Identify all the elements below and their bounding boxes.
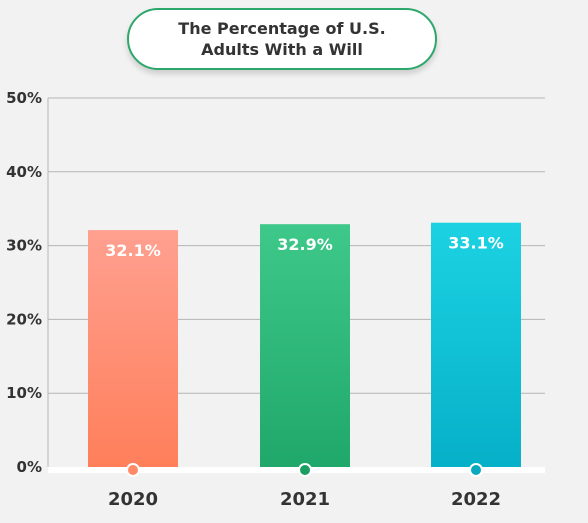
chart-title-line-1: The Percentage of U.S. — [178, 19, 386, 38]
bar-2020[interactable] — [88, 230, 178, 467]
y-tick-label: 30% — [6, 237, 42, 255]
bar-2022[interactable] — [431, 222, 521, 467]
x-tick-label: 2022 — [451, 489, 501, 510]
x-tick-label: 2021 — [280, 489, 330, 510]
data-label: 32.9% — [277, 235, 333, 254]
y-tick-label: 40% — [6, 163, 42, 181]
y-tick-label: 10% — [6, 384, 42, 402]
chart-title: The Percentage of U.S. Adults With a Wil… — [127, 8, 437, 70]
x-axis-line — [48, 467, 545, 473]
y-tick-label: 50% — [6, 89, 42, 107]
axis-marker — [469, 463, 483, 477]
data-label: 33.1% — [448, 234, 504, 253]
chart-title-line-2: Adults With a Will — [201, 40, 363, 59]
bar-2021[interactable] — [260, 224, 350, 467]
axis-marker — [126, 463, 140, 477]
axis-marker — [298, 463, 312, 477]
data-label: 32.1% — [105, 241, 161, 260]
y-tick-label: 0% — [17, 458, 42, 476]
y-tick-label: 20% — [6, 310, 42, 328]
x-tick-label: 2020 — [108, 489, 158, 510]
